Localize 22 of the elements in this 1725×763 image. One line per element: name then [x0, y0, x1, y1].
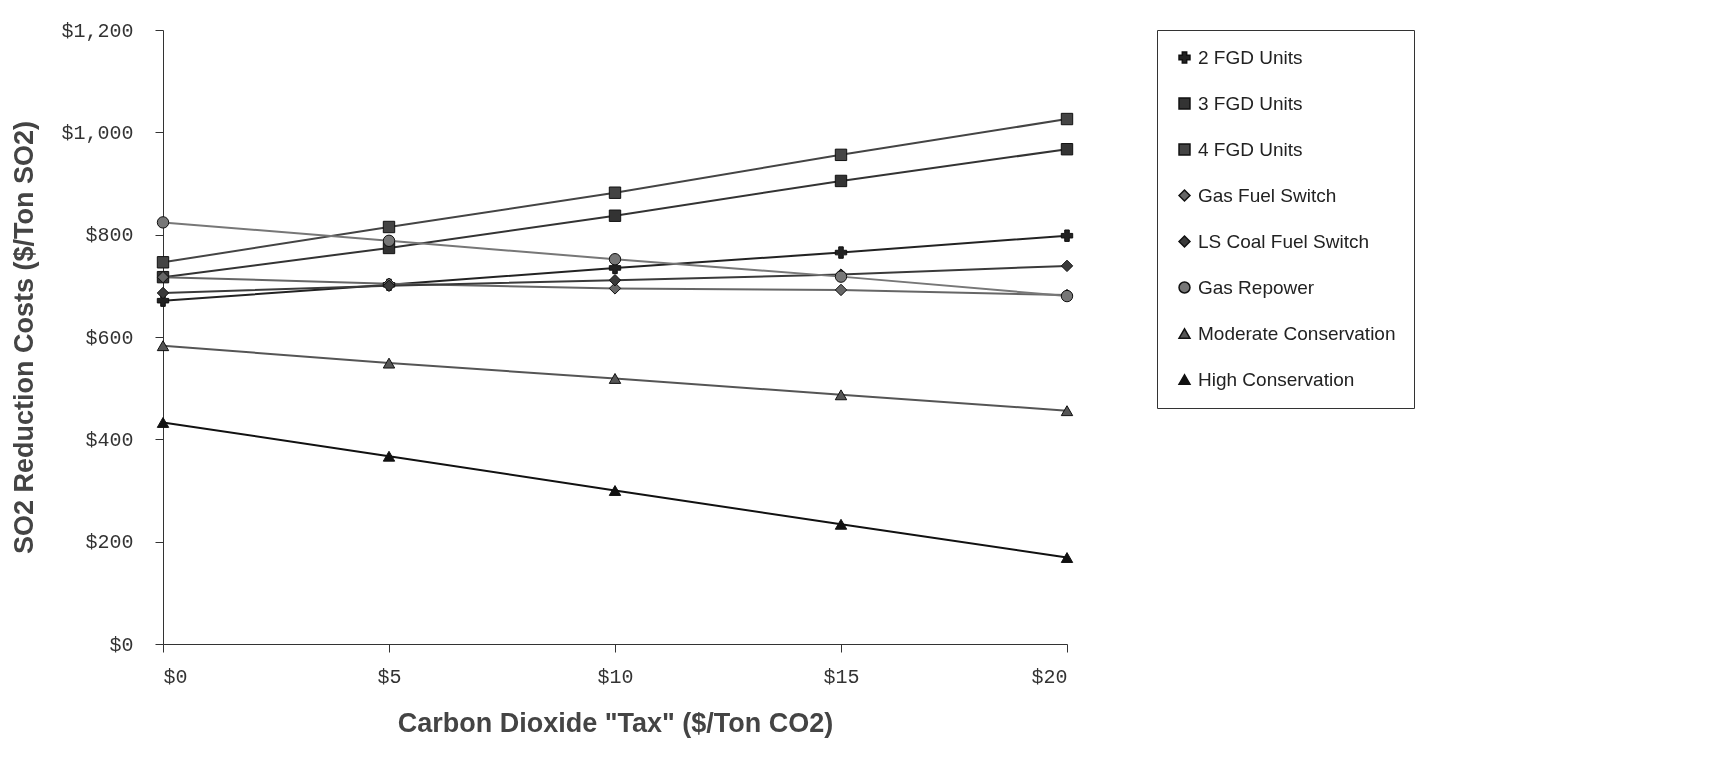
y-tick-label: $1,000 [61, 121, 134, 145]
legend-label: 4 FGD Units [1198, 138, 1303, 160]
y-tick-label: $800 [85, 224, 134, 248]
x-tick-label: $20 [1031, 665, 1068, 689]
legend-label: LS Coal Fuel Switch [1198, 230, 1370, 252]
legend-label: Moderate Conservation [1198, 322, 1396, 344]
legend-label: 2 FGD Units [1198, 46, 1303, 68]
y-tick-label: $600 [85, 326, 134, 350]
x-tick-label: $15 [823, 665, 860, 689]
y-tick-label: $1,200 [61, 19, 134, 43]
y-tick-label: $0 [109, 633, 134, 657]
x-axis-title: Carbon Dioxide "Tax" ($/Ton CO2) [397, 707, 834, 738]
x-tick-label: $0 [163, 665, 188, 689]
x-tick-label: $5 [377, 665, 402, 689]
y-axis-title: SO2 Reduction Costs ($/Ton SO2) [9, 120, 40, 555]
legend-label: Gas Repower [1198, 276, 1315, 298]
legend-label: Gas Fuel Switch [1198, 184, 1337, 206]
legend-label: High Conservation [1198, 368, 1355, 390]
legend-label: 3 FGD Units [1198, 92, 1303, 114]
y-tick-label: $200 [85, 531, 134, 555]
y-tick-label: $400 [85, 428, 134, 452]
x-tick-label: $10 [597, 665, 634, 689]
